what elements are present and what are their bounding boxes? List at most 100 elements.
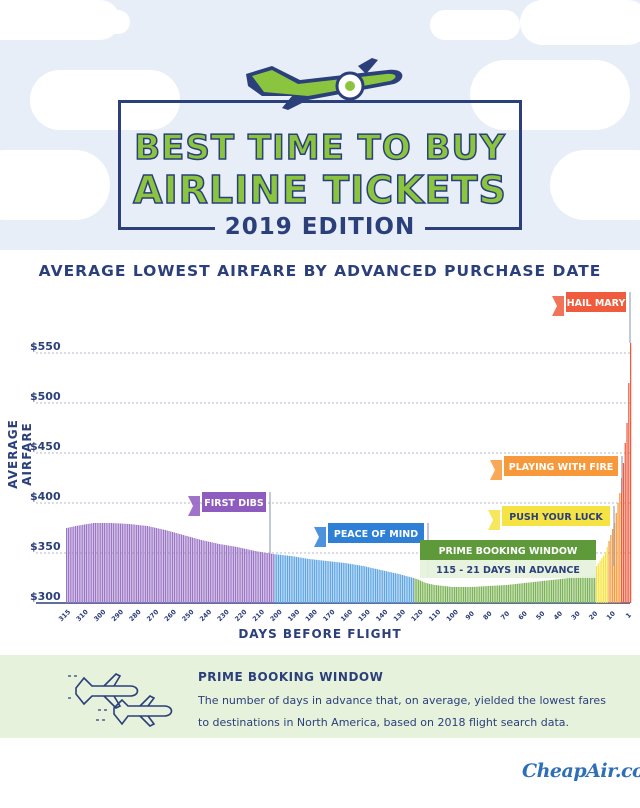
- bar: [82, 524, 84, 603]
- bar: [349, 563, 352, 603]
- flag-label: PUSH YOUR LUCK: [509, 512, 603, 523]
- bar: [123, 523, 125, 603]
- bar: [240, 547, 242, 603]
- bar: [489, 585, 492, 603]
- bar: [326, 561, 328, 603]
- bar: [128, 524, 131, 603]
- bar: [234, 546, 237, 603]
- bar: [416, 579, 418, 603]
- bar: [92, 523, 95, 603]
- bar: [450, 586, 452, 603]
- bar: [317, 560, 319, 603]
- bar: [581, 576, 583, 603]
- bar: [534, 581, 537, 603]
- bar: [448, 586, 450, 603]
- bar: [392, 572, 395, 603]
- bar: [179, 534, 181, 603]
- bar: [373, 568, 375, 603]
- x-tick-label: 300: [92, 608, 108, 624]
- bar: [493, 585, 495, 603]
- bar: [200, 540, 202, 603]
- bar: [218, 544, 220, 603]
- bar: [498, 585, 501, 603]
- bar: [168, 531, 170, 603]
- bar: [74, 526, 77, 603]
- bar: [328, 561, 330, 603]
- x-tick-label: 30: [570, 609, 582, 621]
- bar: [583, 576, 585, 603]
- bar: [353, 564, 355, 603]
- bar: [188, 536, 190, 603]
- bar: [405, 576, 407, 603]
- bar: [522, 583, 524, 603]
- bar: [515, 584, 517, 603]
- bar: [595, 566, 598, 603]
- bar: [437, 585, 440, 603]
- bar: [249, 549, 251, 603]
- bar: [592, 575, 594, 603]
- bar: [588, 575, 590, 603]
- bar: [355, 564, 357, 603]
- bar: [348, 563, 350, 603]
- bar: [304, 558, 307, 603]
- x-tick-label: 280: [127, 608, 143, 624]
- bar: [276, 554, 278, 603]
- bar: [418, 579, 420, 603]
- bar: [425, 583, 427, 603]
- bar: [453, 587, 456, 603]
- bar: [216, 543, 219, 603]
- bar: [184, 535, 186, 603]
- bar: [204, 540, 206, 603]
- bar: [301, 557, 303, 603]
- bar: [626, 423, 628, 603]
- bar: [322, 560, 325, 603]
- bar: [371, 568, 373, 603]
- flag-tail: [552, 296, 564, 316]
- bar: [574, 577, 576, 603]
- bar: [283, 555, 285, 603]
- x-tick-label: 110: [427, 608, 443, 624]
- bar: [380, 570, 382, 603]
- x-tick-label: 130: [392, 608, 408, 624]
- bar: [362, 566, 364, 603]
- bar: [509, 584, 511, 603]
- bar: [621, 478, 623, 603]
- bar: [279, 554, 281, 603]
- bar: [130, 524, 132, 603]
- cloud: [70, 10, 130, 34]
- bar: [331, 561, 334, 603]
- bar: [374, 568, 377, 603]
- bar: [497, 585, 499, 603]
- bar: [127, 523, 129, 603]
- bar: [83, 524, 86, 603]
- bar: [550, 580, 553, 603]
- bar: [603, 555, 605, 603]
- bar: [360, 565, 362, 603]
- bar: [400, 574, 402, 603]
- bar: [484, 586, 486, 603]
- chart-title: AVERAGE LOWEST AIRFARE BY ADVANCED PURCH…: [38, 262, 602, 280]
- bar: [527, 582, 529, 603]
- bar: [389, 572, 391, 603]
- bar: [281, 555, 283, 603]
- bar: [292, 556, 294, 603]
- bar: [480, 586, 483, 603]
- bar: [154, 527, 156, 603]
- bar: [263, 552, 265, 603]
- bar: [193, 538, 195, 603]
- bar: [222, 544, 224, 603]
- bar: [513, 584, 515, 603]
- bar: [256, 551, 258, 603]
- bar: [245, 549, 247, 603]
- bar: [597, 563, 599, 603]
- bar: [585, 576, 587, 603]
- bar: [164, 530, 167, 603]
- cheapair-logo[interactable]: CheapAir.com: [522, 760, 640, 782]
- bar: [254, 551, 256, 603]
- bar: [423, 582, 425, 603]
- bar: [272, 554, 274, 603]
- bar: [561, 578, 563, 603]
- bar: [622, 463, 625, 603]
- bar: [385, 571, 387, 603]
- bar: [543, 580, 546, 603]
